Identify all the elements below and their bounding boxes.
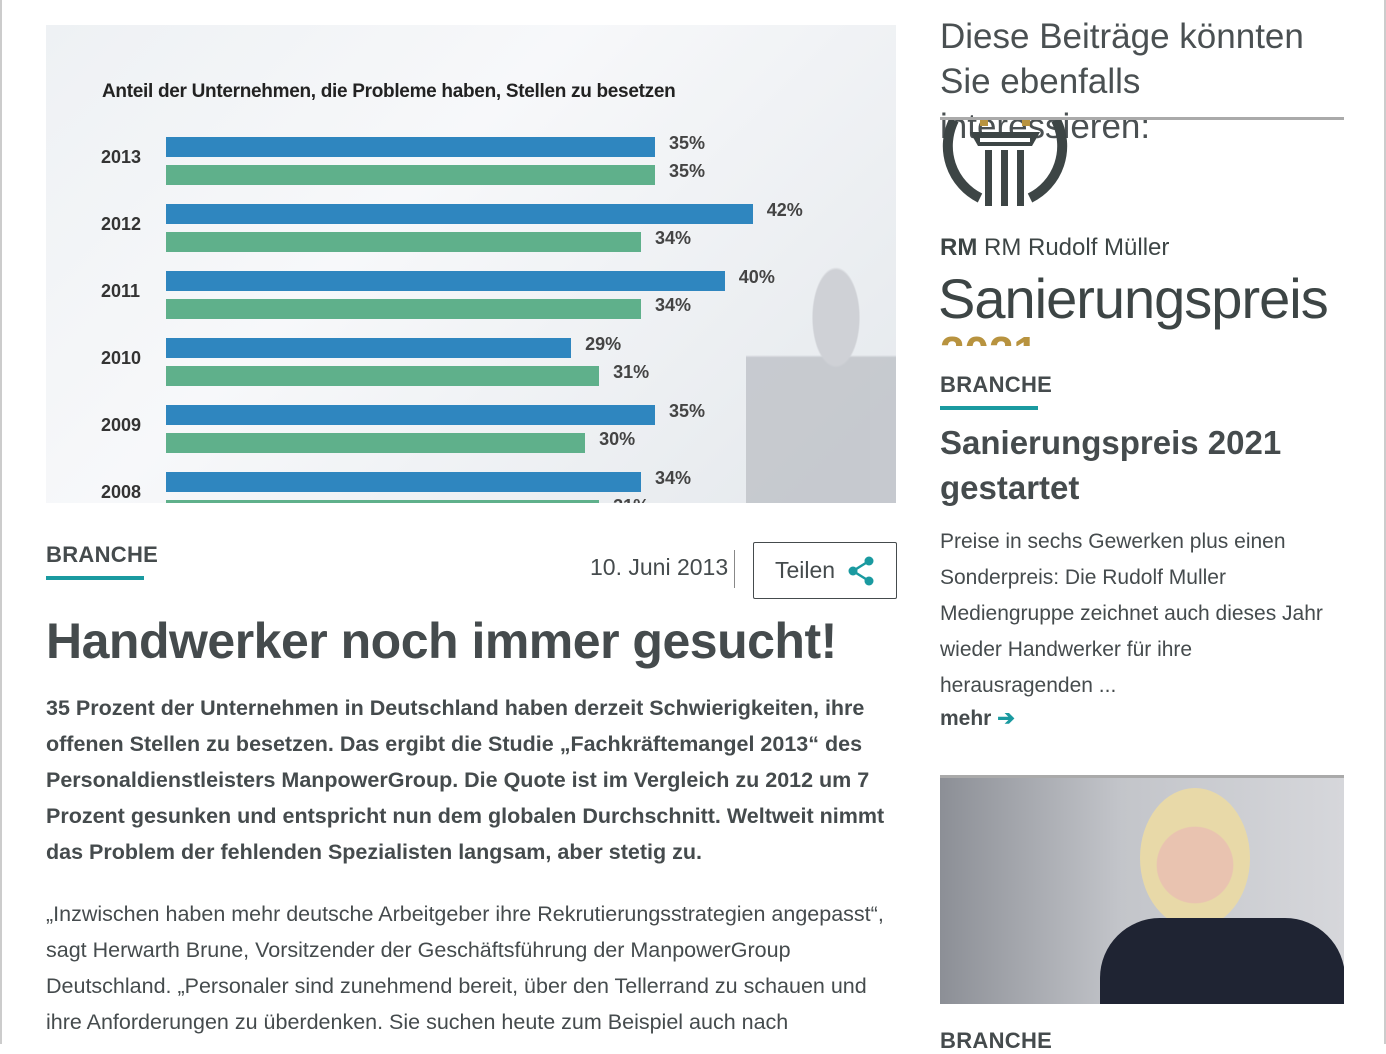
share-icon [848, 556, 874, 585]
bar-value-label: 42% [766, 200, 803, 220]
related-category[interactable]: BRANCHE [940, 372, 1052, 410]
article-title: Handwerker noch immer gesucht! [46, 613, 837, 669]
bar-deutschland-2013 [166, 137, 655, 157]
article-category[interactable]: BRANCHE [46, 542, 158, 580]
bar-deutschland-2010 [166, 338, 572, 358]
year-label: 2009 [101, 415, 142, 435]
more-label: mehr [940, 707, 992, 730]
year-label: 2010 [101, 348, 142, 368]
bar-value-label: 35% [668, 401, 705, 421]
logo-year: 2021 [940, 328, 1038, 346]
more-link[interactable]: mehr ➔ [940, 706, 1015, 731]
article-date: 10. Juni 2013 [590, 554, 729, 580]
bar-value-label: 30% [599, 429, 636, 449]
bar-global-2008 [166, 500, 600, 503]
bar-global-2013 [166, 165, 655, 185]
sanierungspreis-logo-image[interactable]: RM RM Rudolf Müller Sanierungspreis 2021 [940, 120, 1344, 346]
category-label: BRANCHE [46, 542, 159, 567]
bar-value-label: 35% [668, 161, 705, 181]
bar-value-label: 34% [654, 468, 691, 488]
bar-value-label: 31% [613, 496, 649, 503]
bar-deutschland-2012 [166, 204, 753, 224]
related-category-2[interactable]: BRANCHE [940, 1028, 1053, 1053]
column-emblem-icon [942, 120, 1068, 206]
bar-deutschland-2011 [166, 271, 725, 291]
share-label: Teilen [774, 557, 836, 583]
related-article-teaser: Preise in sechs Gewerken plus einen Sond… [940, 530, 1323, 697]
bar-global-2012 [166, 232, 641, 252]
hero-person-photo [746, 255, 896, 503]
article-body: „Inzwischen haben mehr deutsche Arbeitge… [46, 902, 884, 1034]
related-heading: Diese Beiträge könnten Sie ebenfalls int… [940, 17, 1304, 146]
bar-deutschland-2008 [166, 472, 641, 492]
related-divider [940, 117, 1344, 120]
arrow-right-icon: ➔ [997, 707, 1015, 730]
bar-global-2011 [166, 299, 641, 319]
divider [734, 550, 735, 588]
bar-deutschland-2009 [166, 405, 655, 425]
chart-title: Anteil der Unternehmen, die Probleme hab… [102, 81, 676, 102]
year-label: 2012 [101, 214, 142, 234]
bar-value-label: 34% [654, 228, 691, 248]
bar-value-label: 35% [668, 133, 705, 153]
category-label: BRANCHE [940, 372, 1053, 397]
related-article-photo[interactable] [940, 775, 1344, 1004]
year-label: 2011 [101, 281, 141, 301]
category-underline [46, 576, 144, 580]
bar-value-label: 34% [654, 295, 691, 315]
year-label: 2008 [101, 482, 142, 502]
article-lead: 35 Prozent der Unternehmen in Deutschlan… [46, 696, 885, 864]
bar-value-label: 31% [613, 362, 650, 382]
bar-value-label: 29% [585, 334, 622, 354]
bar-global-2009 [166, 433, 586, 453]
bar-value-label: 40% [738, 267, 775, 287]
share-button[interactable]: Teilen [753, 542, 897, 599]
article-hero-image: Anteil der Unternehmen, die Probleme hab… [46, 25, 896, 503]
portrait-head [1140, 788, 1250, 928]
related-article-title[interactable]: Sanierungspreis 2021 gestartet [940, 424, 1282, 506]
category-underline [940, 406, 1038, 410]
portrait-body [1100, 918, 1344, 1004]
logo-name: Sanierungspreis [940, 267, 1329, 330]
bar-global-2010 [166, 366, 600, 386]
year-label: 2013 [101, 147, 142, 167]
logo-brand: RM RM Rudolf Müller [940, 234, 1170, 261]
